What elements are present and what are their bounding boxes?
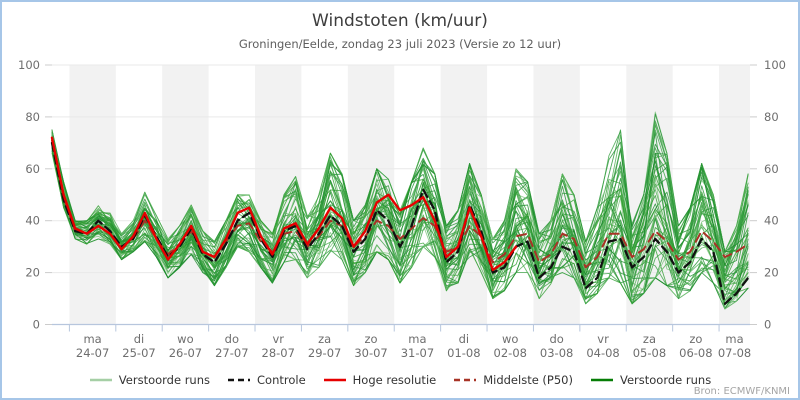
x-axis-day-name: di [459, 332, 470, 346]
p50-median-line [51, 139, 750, 269]
y-axis-label-right: 0 [764, 318, 771, 332]
control-run-line [50, 141, 750, 305]
x-axis-day-name: za [318, 332, 331, 346]
page-title: Windstoten (km/uur) [312, 11, 488, 31]
x-axis-day-name: zo [689, 332, 702, 346]
ensemble-member-line [51, 120, 749, 288]
x-axis-day-name: vr [272, 332, 284, 346]
x-axis-day-name: wo [177, 332, 193, 346]
chart-subtitle: Groningen/Eelde, zondag 23 juli 2023 (Ve… [238, 37, 562, 51]
legend-label: Verstoorde runs [619, 373, 712, 387]
legend-swatch-dashed-line-icon [454, 378, 477, 382]
legend-item: Hoge resolutie [323, 373, 437, 387]
x-axis-day-date: 24-07 [76, 346, 109, 360]
x-axis-day-name: vr [597, 332, 609, 346]
legend-label: Hoge resolutie [352, 373, 437, 387]
ensemble-member-line [51, 124, 749, 305]
y-axis-label-right: 80 [764, 110, 779, 124]
y-axis-label-left: 100 [18, 58, 40, 72]
x-axis-day-name: za [643, 332, 656, 346]
ensemble-member-line [51, 133, 749, 310]
x-axis-day-name: do [225, 332, 239, 346]
ensemble-member-line [51, 137, 749, 289]
legend-label: Middelste (P50) [483, 373, 573, 387]
x-axis-day-date: 04-08 [586, 346, 619, 360]
legend-item: Middelste (P50) [453, 373, 573, 387]
x-axis-day-name: do [549, 332, 563, 346]
legend-swatch-dashed-line-icon [228, 378, 250, 382]
x-axis-day-name: wo [502, 332, 518, 346]
x-axis-day-date: 30-07 [354, 346, 387, 360]
y-axis-label-right: 60 [764, 162, 779, 176]
y-axis-label-right: 100 [764, 58, 786, 72]
y-axis-label-left: 80 [25, 110, 40, 124]
day-band-26-07 [162, 65, 209, 325]
x-axis-day-date: 28-07 [262, 346, 295, 360]
x-axis-day-date: 31-07 [401, 346, 434, 360]
y-axis-label-right: 20 [764, 266, 779, 280]
legend-item: Verstoorde runs [89, 373, 210, 387]
x-axis-day-date: 26-07 [169, 346, 202, 360]
x-axis-day-date: 06-08 [679, 346, 712, 360]
legend-label: Controle [257, 373, 306, 387]
x-axis-day-name: ma [408, 332, 426, 346]
y-axis-label-left: 20 [25, 266, 40, 280]
ensemble-member-line [51, 121, 749, 291]
y-axis-label-left: 0 [33, 318, 40, 332]
x-axis-day-name: ma [83, 332, 101, 346]
chart-legend: Verstoorde runs Controle Hoge resolutie Mid… [2, 373, 798, 387]
x-axis-day-date: 25-07 [122, 346, 155, 360]
x-axis-day-name: ma [725, 332, 743, 346]
x-axis-day-date: 01-08 [447, 346, 480, 360]
x-axis-day-date: 27-07 [215, 346, 248, 360]
source-attribution: Bron: ECMWF/KNMI [693, 386, 790, 397]
legend-label: Verstoorde runs [118, 373, 210, 387]
legend-swatch-solid-line-icon [89, 378, 112, 382]
x-axis-day-date: 05-08 [633, 346, 666, 360]
legend-swatch-solid-line-icon [590, 378, 613, 382]
x-axis-day-date: 03-08 [540, 346, 573, 360]
day-band-24-07 [69, 65, 116, 325]
y-axis-label-right: 40 [764, 214, 779, 228]
x-axis-day-date: 29-07 [308, 346, 341, 360]
ensemble-member-line [51, 147, 749, 287]
x-axis-day-name: zo [364, 332, 377, 346]
high-resolution-line [50, 136, 518, 272]
legend-item: Verstoorde runs [590, 373, 711, 387]
x-axis-day-date: 07-08 [718, 346, 751, 360]
legend-item: Controle [227, 373, 306, 387]
ensemble-member-line [51, 135, 749, 306]
y-axis-label-left: 40 [25, 214, 40, 228]
y-axis-label-left: 60 [25, 162, 40, 176]
legend-swatch-solid-line-icon [323, 378, 346, 382]
x-axis-day-date: 02-08 [494, 346, 527, 360]
x-axis-day-name: di [134, 332, 145, 346]
ensemble-member-line [51, 129, 749, 304]
